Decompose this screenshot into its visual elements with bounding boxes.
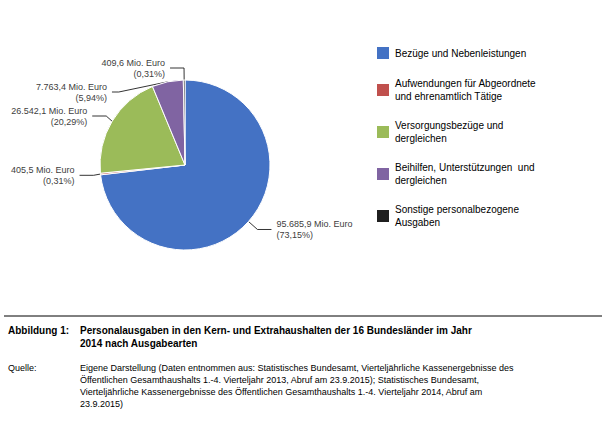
svg-text:und ehrenamtlich Tätige: und ehrenamtlich Tätige — [395, 91, 503, 102]
svg-text:dergleichen: dergleichen — [395, 133, 447, 144]
svg-text:Aufwendungen für Abgeordnete: Aufwendungen für Abgeordnete — [395, 78, 536, 89]
svg-text:26.542,1 Mio. Euro: 26.542,1 Mio. Euro — [11, 106, 87, 116]
svg-text:(5,94%): (5,94%) — [75, 93, 107, 103]
svg-text:(20,29%): (20,29%) — [51, 117, 88, 127]
svg-text:Beihilfen, Unterstützungen un: Beihilfen, Unterstützungen und — [395, 162, 535, 173]
svg-text:Ausgaben: Ausgaben — [395, 217, 440, 228]
svg-text:Eigene Darstellung (Daten entn: Eigene Darstellung (Daten entnommen aus:… — [80, 363, 514, 373]
svg-text:405,5 Mio. Euro: 405,5 Mio. Euro — [11, 165, 75, 175]
svg-text:Quelle:: Quelle: — [8, 363, 37, 373]
svg-text:7.763,4 Mio. Euro: 7.763,4 Mio. Euro — [36, 82, 107, 92]
svg-text:(0,31%): (0,31%) — [134, 69, 166, 79]
svg-text:(73,15%): (73,15%) — [276, 230, 313, 240]
svg-text:409,6 Mio. Euro: 409,6 Mio. Euro — [101, 58, 165, 68]
svg-text:dergleichen: dergleichen — [395, 175, 447, 186]
svg-text:Öffentlichen Gesamthaushalts 1: Öffentlichen Gesamthaushalts 1.-4. Viert… — [80, 375, 479, 385]
svg-text:Sonstige personalbezogene: Sonstige personalbezogene — [395, 204, 519, 215]
svg-text:2014 nach Ausgabearten: 2014 nach Ausgabearten — [80, 338, 197, 349]
svg-text:95.685,9 Mio. Euro: 95.685,9 Mio. Euro — [276, 219, 352, 229]
svg-text:Vierteljährliche Kassenergebni: Vierteljährliche Kassenergebnisse des Öf… — [80, 387, 482, 397]
svg-text:Personalausgaben in den Kern-: Personalausgaben in den Kern- und Extrah… — [80, 325, 472, 336]
svg-text:Abbildung 1:: Abbildung 1: — [8, 325, 69, 336]
svg-text:Versorgungsbezüge und: Versorgungsbezüge und — [395, 120, 503, 131]
svg-text:(0,31%): (0,31%) — [43, 176, 75, 186]
svg-text:23.9.2015): 23.9.2015) — [80, 399, 123, 409]
svg-text:Bezüge und Nebenleistungen: Bezüge und Nebenleistungen — [395, 48, 526, 59]
